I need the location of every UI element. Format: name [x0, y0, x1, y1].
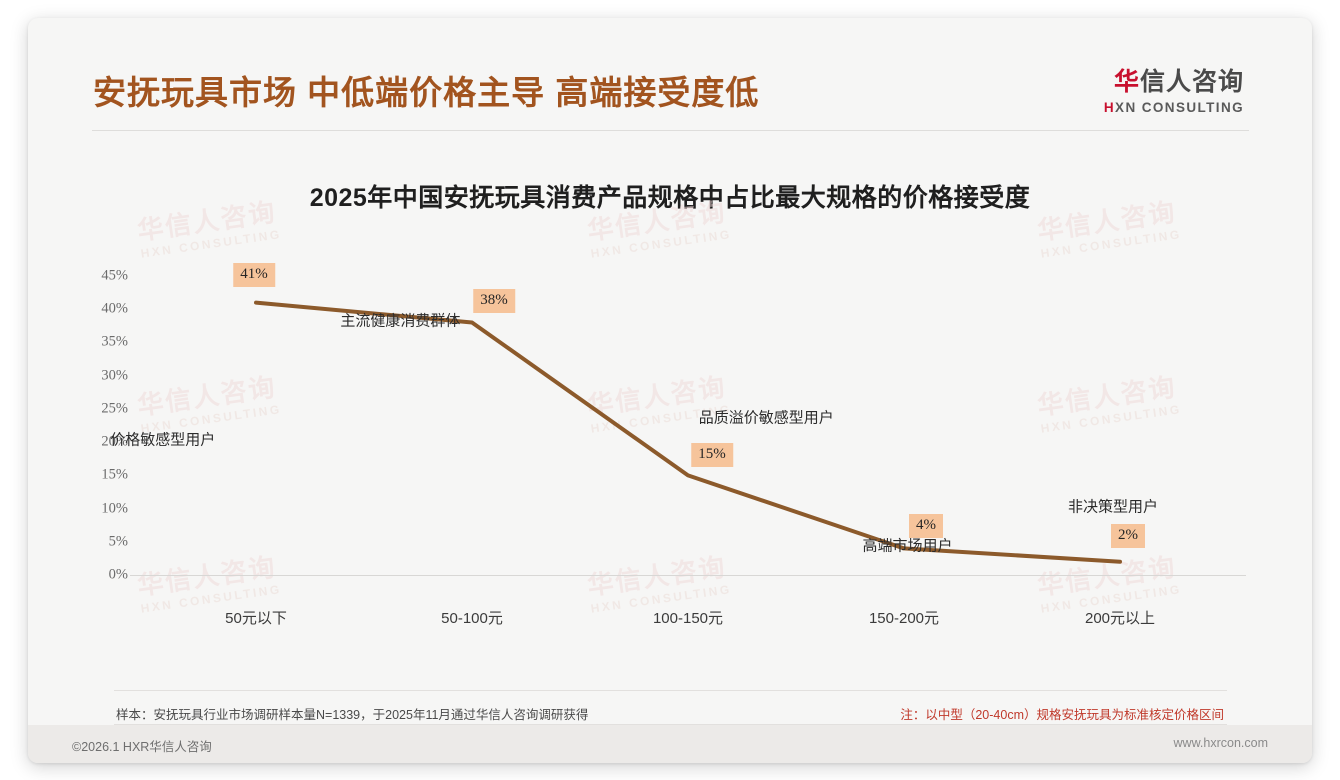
page-title: 安抚玩具市场 中低端价格主导 高端接受度低: [93, 74, 760, 111]
logo-en-accent: H: [1103, 100, 1116, 115]
logo-english-text: HXN CONSULTING: [1104, 101, 1244, 115]
data-point-label: 41%: [233, 262, 275, 287]
y-axis-tick-label: 10%: [101, 500, 128, 517]
logo-rest-chars: 信人咨询: [1139, 68, 1244, 96]
x-axis-tick-label: 50元以下: [225, 610, 287, 627]
methodology-note: 注：以中型（20-40cm）规格安抚玩具为标准核定价格区间: [900, 708, 1224, 722]
chart-plot-area: 0% 5% 10% 15% 20% 25% 30% 35% 40% 45% 50元以下 50-100…: [28, 18, 1312, 763]
y-axis-tick-label: 20%: [101, 433, 128, 450]
chart-annotation: 价格敏感型用户: [110, 431, 216, 449]
x-axis-tick-label: 150-200元: [868, 610, 940, 627]
footer-divider-top: [114, 690, 1227, 691]
data-point-label: 15%: [691, 443, 733, 468]
bottom-bar: ©2026.1 HXR华信人咨询 www.hxrcon.com: [28, 725, 1312, 763]
y-axis-tick-label: 5%: [108, 533, 128, 550]
chart-annotation: 主流健康消费群体: [340, 312, 461, 330]
footer-divider-bottom: [114, 724, 1227, 725]
sample-note: 样本：安抚玩具行业市场调研样本量N=1339，于2025年11月通过华信人咨询调…: [116, 708, 589, 722]
line-series-svg: [254, 300, 1122, 564]
x-axis-tick-label: 200元以上: [1084, 610, 1156, 627]
x-axis-tick-label: 50-100元: [441, 610, 503, 627]
slide-card: 安抚玩具市场 中低端价格主导 高端接受度低 华信人咨询 HXN CONSULTI…: [28, 18, 1312, 763]
y-axis-tick-label: 25%: [101, 400, 128, 417]
data-point-label: 4%: [909, 514, 943, 539]
logo-en-rest: XN CONSULTING: [1115, 100, 1244, 115]
slide-header: 安抚玩具市场 中低端价格主导 高端接受度低 华信人咨询 HXN CONSULTI…: [28, 18, 1312, 131]
chart-annotation: 高端市场用户: [862, 537, 953, 555]
data-point-label: 38%: [473, 288, 515, 313]
y-axis-tick-label: 0%: [108, 566, 128, 583]
logo-chinese-text: 华信人咨询: [1104, 70, 1244, 95]
y-axis-tick-label: 30%: [101, 367, 128, 384]
y-axis-tick-label: 35%: [101, 333, 128, 350]
y-axis-tick-label: 45%: [101, 267, 128, 284]
chart-annotation: 品质溢价敏感型用户: [698, 409, 834, 427]
y-axis-tick-label: 15%: [101, 466, 128, 483]
x-axis-tick-label: 100-150元: [652, 610, 724, 627]
y-axis-tick-label: 40%: [101, 300, 128, 317]
logo-accent-char: 华: [1113, 68, 1140, 96]
chart-annotation: 非决策型用户: [1067, 498, 1158, 516]
website-link[interactable]: www.hxrcon.com: [1173, 736, 1268, 750]
data-point-label: 2%: [1111, 523, 1145, 548]
y-axis-ticks: 0% 5% 10% 15% 20% 25% 30% 35% 40% 45%: [60, 18, 128, 763]
x-axis-line: [130, 575, 1246, 576]
brand-logo: 华信人咨询 HXN CONSULTING: [1104, 70, 1244, 115]
header-divider: [92, 130, 1249, 131]
copyright-text: ©2026.1 HXR华信人咨询: [72, 740, 212, 754]
chart-title: 2025年中国安抚玩具消费产品规格中占比最大规格的价格接受度: [309, 184, 1031, 212]
